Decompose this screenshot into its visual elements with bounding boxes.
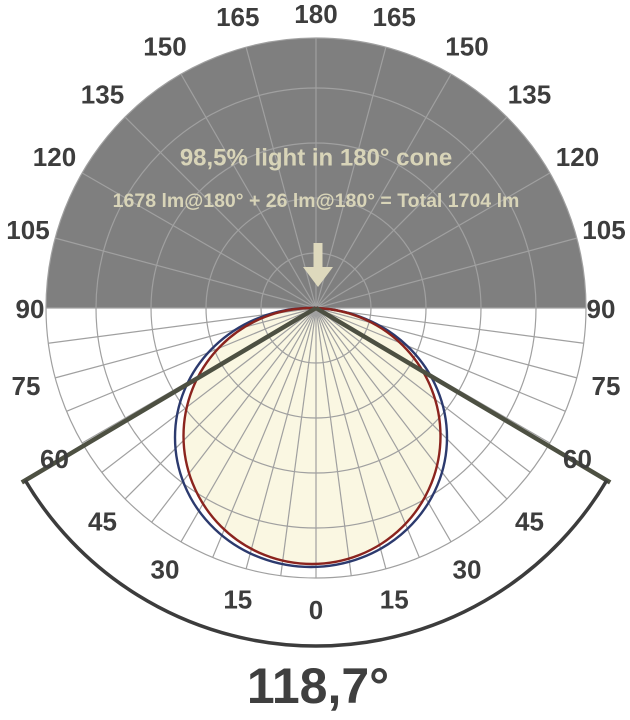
- angle-label-90-left: 90: [16, 294, 45, 324]
- angle-label-45-left: 45: [88, 507, 117, 537]
- grid-radial-line: [245, 307, 317, 569]
- grid-radial-line: [315, 307, 566, 412]
- grid-radial-line: [315, 307, 508, 500]
- angle-label-165-left: 165: [216, 2, 259, 32]
- grid-radial-line: [180, 73, 317, 309]
- angle-label-75-left: 75: [12, 371, 41, 401]
- grid-radial-line: [315, 237, 577, 309]
- polar-grid-radials: [46, 38, 586, 578]
- angle-scale-labels: 0 15 15 30 30 45 45 60 60 75 75 90 90 10…: [6, 0, 625, 625]
- angle-label-15-right: 15: [380, 585, 409, 615]
- grid-radial-line: [212, 307, 317, 558]
- grid-radial-line: [101, 307, 317, 473]
- angle-label-180: 180: [294, 0, 337, 29]
- grid-radial-line: [315, 307, 577, 379]
- grid-radial-line: [124, 307, 317, 500]
- angle-label-135-right: 135: [508, 80, 551, 110]
- grid-radial-line: [81, 172, 317, 309]
- down-arrow-icon: [303, 243, 333, 287]
- angle-label-30-left: 30: [151, 555, 180, 585]
- angle-label-120-left: 120: [33, 142, 76, 172]
- beam-angle-line-left: [20, 306, 318, 485]
- angle-label-90-right: 90: [587, 294, 616, 324]
- angle-label-45-right: 45: [515, 507, 544, 537]
- angle-label-150-left: 150: [143, 32, 186, 62]
- grid-radial-line: [245, 47, 317, 309]
- angle-label-105-left: 105: [6, 215, 49, 245]
- grid-radial-line: [280, 307, 317, 576]
- angle-label-75-right: 75: [592, 371, 621, 401]
- grid-radial-line: [315, 172, 551, 309]
- grid-radial-line: [315, 307, 420, 558]
- grid-radial-line: [55, 237, 317, 309]
- angle-label-150-right: 150: [445, 32, 488, 62]
- grid-radial-line: [315, 116, 508, 309]
- lumen-summary-text: 1678 lm@180° + 26 lm@180° = Total 1704 l…: [113, 190, 520, 212]
- angle-label-15-left: 15: [223, 585, 252, 615]
- grid-radial-line: [315, 307, 387, 569]
- angle-label-120-right: 120: [556, 142, 599, 172]
- angle-label-0: 0: [309, 595, 323, 625]
- angle-label-165-right: 165: [373, 2, 416, 32]
- beam-angle-value: 118,7°: [247, 658, 389, 714]
- grid-radial-line: [315, 307, 352, 576]
- grid-radial-line: [151, 307, 317, 523]
- grid-radial-line: [315, 307, 481, 523]
- angle-label-60-left: 60: [40, 444, 69, 474]
- beam-angle-arc: [23, 479, 609, 648]
- beam-angle-lines: [20, 306, 612, 485]
- angle-label-105-right: 105: [582, 215, 625, 245]
- light-distribution-fill: [183, 308, 441, 564]
- grid-radial-line: [315, 73, 452, 309]
- angle-label-30-right: 30: [453, 555, 482, 585]
- grid-radial-line: [315, 307, 531, 473]
- beam-angle-line-right: [314, 306, 612, 485]
- angle-label-135-left: 135: [81, 80, 124, 110]
- grid-radial-line: [55, 307, 317, 379]
- angle-label-60-right: 60: [563, 444, 592, 474]
- cone-summary-text: 98,5% light in 180° cone: [180, 145, 452, 172]
- grid-radial-line: [124, 116, 317, 309]
- grid-radial-line: [315, 47, 387, 309]
- grid-radial-line: [315, 307, 584, 344]
- grid-radial-line: [66, 307, 317, 412]
